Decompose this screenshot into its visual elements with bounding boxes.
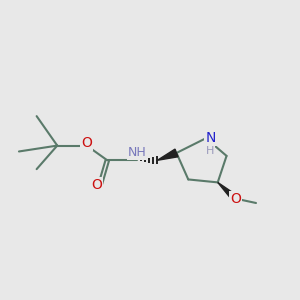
Polygon shape [218,182,238,201]
Text: O: O [91,178,102,192]
Text: O: O [81,136,92,150]
Polygon shape [158,149,178,160]
Text: H: H [206,146,214,156]
Text: N: N [205,131,215,145]
Text: NH: NH [128,146,146,159]
Text: O: O [230,192,241,206]
